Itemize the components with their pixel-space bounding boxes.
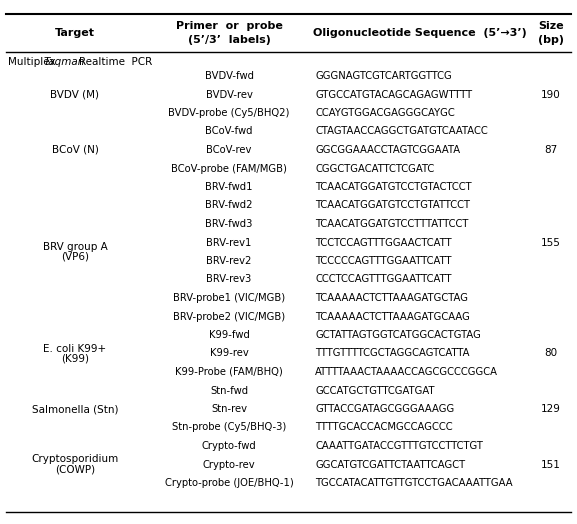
Text: BRV-rev3: BRV-rev3 (207, 275, 252, 285)
Text: BRV-rev2: BRV-rev2 (207, 256, 252, 266)
Text: Crypto-fwd: Crypto-fwd (201, 441, 256, 451)
Text: 190: 190 (541, 90, 561, 100)
Text: 80: 80 (545, 348, 557, 358)
Text: BCoV-probe (FAM/MGB): BCoV-probe (FAM/MGB) (171, 163, 287, 173)
Text: GGCGGAAACCTAGTCGGAATA: GGCGGAAACCTAGTCGGAATA (315, 145, 460, 155)
Text: BVDV (M): BVDV (M) (51, 90, 99, 100)
Text: BRV-fwd3: BRV-fwd3 (205, 219, 253, 229)
Text: TCAACATGGATGTCCTTTATTCCT: TCAACATGGATGTCCTTTATTCCT (315, 219, 469, 229)
Text: K99-rev: K99-rev (209, 348, 248, 358)
Text: Multiplex: Multiplex (8, 57, 59, 67)
Text: Crypto-probe (JOE/BHQ-1): Crypto-probe (JOE/BHQ-1) (164, 478, 293, 488)
Text: Oligonucleotide Sequence  (5’→3’): Oligonucleotide Sequence (5’→3’) (313, 28, 527, 38)
Text: TGCCATACATTGTTGTCCTGACAAATTGAA: TGCCATACATTGTTGTCCTGACAAATTGAA (315, 478, 512, 488)
Text: CAAATTGATACCGTTTGTCCTTCTGT: CAAATTGATACCGTTTGTCCTTCTGT (315, 441, 483, 451)
Text: CGGCTGACATTCTCGATC: CGGCTGACATTCTCGATC (315, 163, 434, 173)
Text: TCCTCCAGTTTGGAACTCATT: TCCTCCAGTTTGGAACTCATT (315, 237, 452, 247)
Text: (COWP): (COWP) (55, 464, 95, 475)
Text: BCoV-fwd: BCoV-fwd (205, 126, 253, 136)
Text: BRV-rev1: BRV-rev1 (207, 237, 252, 247)
Text: BRV-fwd2: BRV-fwd2 (205, 201, 253, 211)
Text: K99-fwd: K99-fwd (208, 330, 249, 340)
Text: Size: Size (538, 21, 564, 31)
Text: Stn-rev: Stn-rev (211, 404, 247, 414)
Text: GTTACCGATAGCGGGAAAGG: GTTACCGATAGCGGGAAAGG (315, 404, 454, 414)
Text: Cryptosporidium: Cryptosporidium (31, 454, 119, 464)
Text: GGCATGTCGATTCTAATTCAGCT: GGCATGTCGATTCTAATTCAGCT (315, 460, 465, 470)
Text: CTAGTAACCAGGCTGATGTCAATACC: CTAGTAACCAGGCTGATGTCAATACC (315, 126, 488, 136)
Text: TCAACATGGATGTCCTGTATTCCT: TCAACATGGATGTCCTGTATTCCT (315, 201, 470, 211)
Text: 155: 155 (541, 237, 561, 247)
Text: BRV-fwd1: BRV-fwd1 (205, 182, 253, 192)
Text: TCAAAAACTCTTAAAGATGCTAG: TCAAAAACTCTTAAAGATGCTAG (315, 293, 468, 303)
Text: TCAACATGGATGTCCTGTACTCCT: TCAACATGGATGTCCTGTACTCCT (315, 182, 471, 192)
Text: E. coli K99+: E. coli K99+ (43, 344, 107, 354)
Text: 87: 87 (544, 145, 557, 155)
Text: BVDV-fwd: BVDV-fwd (204, 71, 253, 81)
Text: TCCCCCAGTTTGGAATTCATT: TCCCCCAGTTTGGAATTCATT (315, 256, 451, 266)
Text: K99-Probe (FAM/BHQ): K99-Probe (FAM/BHQ) (175, 367, 283, 377)
Text: TCAAAAACTCTTAAAGATGCAAG: TCAAAAACTCTTAAAGATGCAAG (315, 311, 470, 322)
Text: Stn-fwd: Stn-fwd (210, 386, 248, 396)
Text: (VP6): (VP6) (61, 252, 89, 262)
Text: BRV group A: BRV group A (43, 242, 107, 252)
Text: CCAYGTGGACGAGGGCAYGC: CCAYGTGGACGAGGGCAYGC (315, 108, 455, 118)
Text: TTTGTTTTCGCTAGGCAGTCATTA: TTTGTTTTCGCTAGGCAGTCATTA (315, 348, 470, 358)
Text: Target: Target (55, 28, 95, 38)
Text: BVDV-probe (Cy5/BHQ2): BVDV-probe (Cy5/BHQ2) (168, 108, 290, 118)
Text: (5’/3’  labels): (5’/3’ labels) (188, 35, 271, 45)
Text: 129: 129 (541, 404, 561, 414)
Text: 151: 151 (541, 460, 561, 470)
Text: GCCATGCTGTTCGATGAT: GCCATGCTGTTCGATGAT (315, 386, 434, 396)
Text: BRV-probe2 (VIC/MGB): BRV-probe2 (VIC/MGB) (173, 311, 285, 322)
Text: CCCTCCAGTTTGGAATTCATT: CCCTCCAGTTTGGAATTCATT (315, 275, 451, 285)
Text: TTTTGCACCACMGCCAGCCC: TTTTGCACCACMGCCAGCCC (315, 422, 452, 432)
Text: Stn-probe (Cy5/BHQ-3): Stn-probe (Cy5/BHQ-3) (172, 422, 286, 432)
Text: BVDV-rev: BVDV-rev (205, 90, 253, 100)
Text: Salmonella (Stn): Salmonella (Stn) (32, 404, 118, 414)
Text: (K99): (K99) (61, 354, 89, 364)
Text: BCoV (N): BCoV (N) (51, 145, 99, 155)
Text: BRV-probe1 (VIC/MGB): BRV-probe1 (VIC/MGB) (173, 293, 285, 303)
Text: Taqman: Taqman (44, 57, 85, 67)
Text: BCoV-rev: BCoV-rev (207, 145, 252, 155)
Text: GGGNAGTCGTCARTGGTTCG: GGGNAGTCGTCARTGGTTCG (315, 71, 452, 81)
Text: (bp): (bp) (538, 35, 564, 45)
Text: ATTTTAAACTAAAACCAGCGCCCGGCA: ATTTTAAACTAAAACCAGCGCCCGGCA (315, 367, 498, 377)
Text: GCTATTAGTGGTCATGGCACTGTAG: GCTATTAGTGGTCATGGCACTGTAG (315, 330, 481, 340)
Text: Crypto-rev: Crypto-rev (203, 460, 255, 470)
Text: Primer  or  probe: Primer or probe (175, 21, 282, 31)
Text: GTGCCATGTACAGCAGAGWTTTT: GTGCCATGTACAGCAGAGWTTTT (315, 90, 472, 100)
Text: Realtime  PCR: Realtime PCR (79, 57, 152, 67)
